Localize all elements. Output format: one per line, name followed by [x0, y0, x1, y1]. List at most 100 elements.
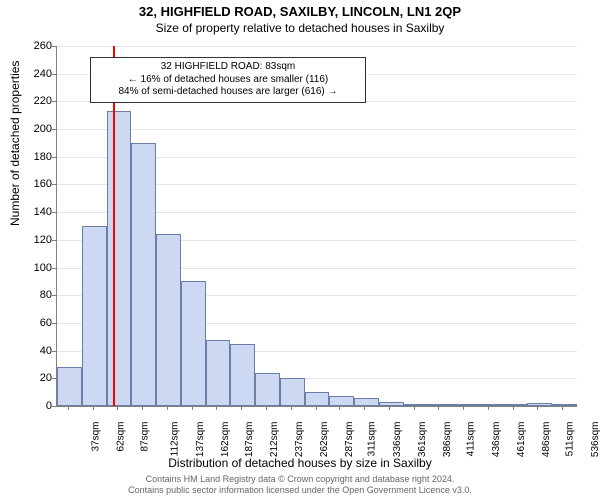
y-tick-mark — [52, 378, 56, 379]
x-tick-mark — [266, 406, 267, 410]
y-tick-mark — [52, 184, 56, 185]
histogram-bar — [404, 404, 429, 406]
x-tick-mark — [142, 406, 143, 410]
x-axis-label: Distribution of detached houses by size … — [0, 456, 600, 470]
x-tick-label: 187sqm — [245, 422, 256, 458]
x-tick-label: 212sqm — [269, 422, 280, 458]
histogram-bar — [82, 226, 107, 406]
y-tick-label: 120 — [12, 234, 52, 246]
x-tick-mark — [339, 406, 340, 410]
annotation-line-1: 32 HIGHFIELD ROAD: 83sqm — [97, 61, 359, 74]
footer-attribution: Contains HM Land Registry data © Crown c… — [0, 474, 600, 496]
histogram-bar — [428, 404, 453, 406]
histogram-bar — [552, 404, 577, 406]
y-tick-label: 0 — [12, 400, 52, 412]
x-tick-mark — [291, 406, 292, 410]
x-tick-mark — [68, 406, 69, 410]
x-tick-mark — [438, 406, 439, 410]
x-tick-label: 361sqm — [417, 422, 428, 458]
x-tick-label: 137sqm — [195, 422, 206, 458]
x-tick-label: 162sqm — [220, 422, 231, 458]
x-tick-mark — [167, 406, 168, 410]
x-tick-mark — [513, 406, 514, 410]
x-tick-mark — [537, 406, 538, 410]
histogram-bar — [527, 403, 552, 406]
y-tick-label: 200 — [12, 123, 52, 135]
page-title: 32, HIGHFIELD ROAD, SAXILBY, LINCOLN, LN… — [0, 0, 600, 19]
histogram-bar — [181, 281, 206, 406]
x-tick-mark — [488, 406, 489, 410]
x-tick-mark — [389, 406, 390, 410]
x-tick-label: 461sqm — [516, 422, 527, 458]
x-tick-mark — [192, 406, 193, 410]
x-tick-mark — [316, 406, 317, 410]
x-tick-mark — [241, 406, 242, 410]
y-tick-label: 140 — [12, 206, 52, 218]
histogram-bar — [354, 398, 379, 406]
x-tick-label: 237sqm — [294, 422, 305, 458]
annotation-callout: 32 HIGHFIELD ROAD: 83sqm ← 16% of detach… — [90, 57, 366, 103]
x-tick-label: 37sqm — [90, 422, 101, 452]
y-tick-label: 60 — [12, 317, 52, 329]
y-tick-mark — [52, 129, 56, 130]
x-tick-mark — [562, 406, 563, 410]
y-tick-mark — [52, 240, 56, 241]
y-tick-mark — [52, 406, 56, 407]
x-tick-mark — [463, 406, 464, 410]
y-tick-mark — [52, 74, 56, 75]
x-tick-mark — [93, 406, 94, 410]
x-tick-mark — [216, 406, 217, 410]
x-tick-label: 87sqm — [140, 422, 151, 452]
x-tick-label: 511sqm — [565, 422, 576, 457]
footer-line-1: Contains HM Land Registry data © Crown c… — [0, 474, 600, 485]
y-tick-label: 160 — [12, 178, 52, 190]
y-tick-mark — [52, 268, 56, 269]
y-tick-label: 80 — [12, 289, 52, 301]
y-tick-mark — [52, 157, 56, 158]
histogram-bar — [156, 234, 181, 406]
y-axis-label: Number of detached properties — [8, 61, 22, 226]
histogram-bar — [280, 378, 305, 406]
histogram-bar — [453, 404, 478, 406]
histogram-bar — [503, 404, 528, 406]
x-tick-label: 536sqm — [590, 422, 600, 458]
x-tick-label: 311sqm — [367, 422, 378, 457]
x-tick-label: 287sqm — [344, 422, 355, 458]
x-tick-label: 436sqm — [491, 422, 502, 458]
y-tick-label: 40 — [12, 345, 52, 357]
x-tick-mark — [414, 406, 415, 410]
y-tick-label: 20 — [12, 372, 52, 384]
y-tick-label: 240 — [12, 68, 52, 80]
y-tick-mark — [52, 295, 56, 296]
histogram-bar — [255, 373, 280, 406]
page-subtitle: Size of property relative to detached ho… — [0, 19, 600, 35]
histogram-bar — [478, 404, 503, 406]
x-tick-mark — [364, 406, 365, 410]
x-tick-label: 486sqm — [541, 422, 552, 458]
x-tick-label: 336sqm — [392, 422, 403, 458]
grid-line — [57, 46, 577, 47]
annotation-line-3: 84% of semi-detached houses are larger (… — [97, 86, 359, 99]
x-tick-label: 62sqm — [115, 422, 126, 452]
x-tick-label: 411sqm — [466, 422, 477, 457]
y-tick-mark — [52, 212, 56, 213]
x-tick-label: 262sqm — [319, 422, 330, 458]
histogram-bar — [230, 344, 255, 406]
histogram-bar — [379, 402, 404, 406]
y-tick-mark — [52, 323, 56, 324]
y-tick-mark — [52, 351, 56, 352]
histogram-bar — [107, 111, 132, 406]
y-tick-label: 260 — [12, 40, 52, 52]
y-tick-mark — [52, 46, 56, 47]
footer-line-2: Contains public sector information licen… — [0, 485, 600, 496]
x-tick-mark — [117, 406, 118, 410]
histogram-bar — [206, 340, 231, 406]
x-tick-label: 386sqm — [442, 422, 453, 458]
grid-line — [57, 129, 577, 130]
histogram-bar — [329, 396, 354, 406]
y-tick-label: 220 — [12, 95, 52, 107]
x-tick-label: 112sqm — [170, 422, 181, 457]
y-tick-label: 180 — [12, 151, 52, 163]
histogram-bar — [57, 367, 82, 406]
histogram-bar — [305, 392, 330, 406]
